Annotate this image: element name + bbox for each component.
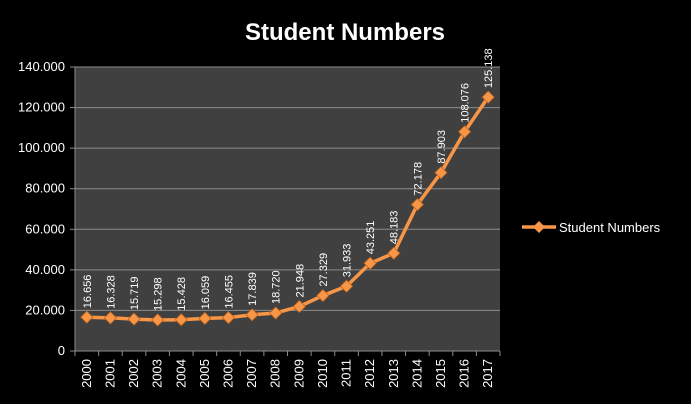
data-point-marker [103,311,117,325]
data-label: 72.178 [412,162,424,196]
data-point-marker [245,308,259,322]
x-tick-label: 2006 [220,359,235,388]
x-tick-label: 2007 [244,359,259,388]
x-tick-label: 2004 [173,359,188,388]
data-point-marker [387,246,401,260]
legend-label: Student Numbers [559,220,661,235]
y-tick-label: 20.000 [25,302,65,317]
data-labels: 16.656 16.328 15.719 15.298 15.428 16.059 16.4… [82,48,495,311]
y-tick-label: 120.000 [18,100,65,115]
data-label: 27.329 [318,253,330,287]
x-tick-label: 2017 [480,359,495,388]
series-line-group [80,90,495,327]
x-tick-label: 2005 [197,359,212,388]
x-tick-label: 2013 [386,359,401,388]
data-point-marker [198,311,212,325]
chart-title: Student Numbers [245,19,445,46]
y-tick-label: 80.000 [25,181,65,196]
x-tick-label: 2000 [79,359,94,388]
data-label: 17.839 [247,272,259,306]
x-tick-label: 2014 [409,359,424,388]
data-label: 18.720 [271,270,283,304]
data-point-marker [458,125,472,139]
data-label: 16.059 [200,276,212,310]
x-tick-label: 2012 [362,359,377,388]
data-label: 16.455 [223,275,235,309]
x-tick-label: 2015 [433,359,448,388]
x-tick-label: 2009 [291,359,306,388]
legend: Student Numbers [522,220,661,235]
data-point-marker [269,306,283,320]
data-label: 87.903 [436,130,448,164]
data-point-marker [481,90,495,104]
data-label: 108.076 [460,83,472,123]
y-tick-label: 140.000 [18,59,65,74]
data-label: 16.656 [82,275,94,309]
data-label: 125.138 [483,48,495,88]
data-point-marker [363,256,377,270]
x-tick-label: 2008 [268,359,283,388]
data-point-marker [316,288,330,303]
y-axis: 0 20.000 40.000 60.000 80.000 100.000 120.000 1… [18,59,76,358]
data-label: 15.719 [129,276,141,310]
data-label: 15.428 [176,277,188,311]
gridlines [75,66,500,352]
x-tick-label: 2003 [150,359,165,388]
data-label: 16.328 [105,275,117,309]
y-tick-label: 40.000 [25,262,65,277]
data-point-marker [221,311,236,325]
data-point-marker [339,279,354,293]
x-axis: 2000 2001 2002 2003 2004 2005 2006 2007 2008 2009… [74,350,501,388]
data-point-marker [174,313,188,327]
data-point-marker [80,310,94,324]
data-point-marker [410,198,424,212]
data-label: 31.933 [342,244,354,278]
y-tick-label: 0 [58,343,65,358]
x-tick-label: 2001 [102,359,117,388]
y-tick-label: 100.000 [18,140,65,155]
y-tick-label: 60.000 [25,221,65,236]
data-point-marker [434,166,448,180]
data-label: 15.298 [153,277,165,311]
data-point-marker [151,313,165,327]
data-label: 43.251 [365,221,377,255]
x-tick-label: 2002 [126,359,141,388]
plot-area [75,67,500,351]
x-tick-label: 2011 [339,359,354,387]
x-tick-label: 2016 [457,359,472,388]
data-label: 21.948 [294,264,306,298]
data-point-marker [127,312,141,326]
data-point-marker [292,299,306,314]
x-tick-label: 2010 [315,359,330,388]
data-label: 48.183 [389,211,401,245]
legend-marker-icon [533,221,545,233]
